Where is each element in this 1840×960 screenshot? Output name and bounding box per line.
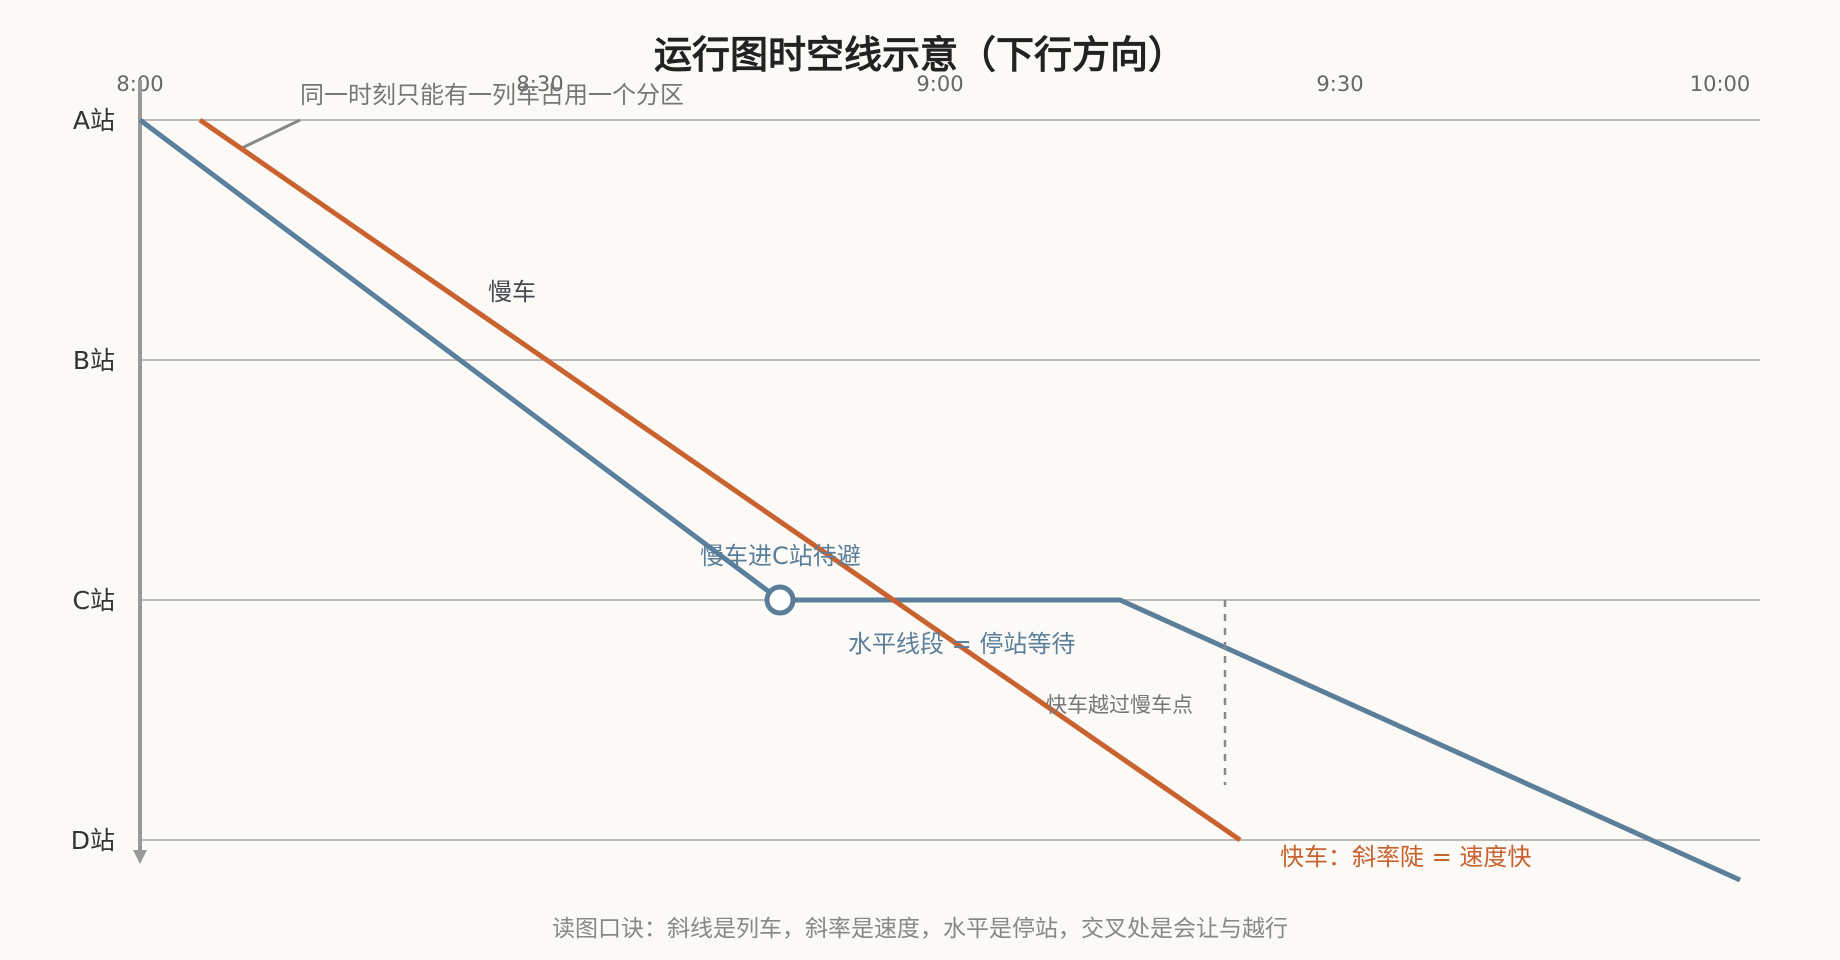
fast-train-label: 快车：斜率陡 = 速度快	[1280, 843, 1531, 871]
space-axis-arrow	[133, 850, 147, 864]
station-label-c: C站	[73, 586, 115, 615]
station-label-d: D站	[71, 826, 115, 855]
slow-train-path	[138, 118, 1742, 883]
slow-train-label: 慢车	[488, 278, 536, 306]
horizontal-annotation: 水平线段 = 停站等待	[848, 630, 1075, 658]
time-label-9-30: 9:30	[1316, 72, 1363, 96]
occupy-pointer-line	[241, 118, 301, 150]
slow-train-arrival-marker	[764, 584, 796, 616]
station-label-b: B站	[73, 346, 115, 375]
time-label-10-00: 10:00	[1690, 72, 1751, 96]
diagram-title: 运行图时空线示意（下行方向）	[654, 33, 1186, 77]
time-label-8-30: 8:30	[516, 72, 563, 96]
fast-train-path	[198, 117, 1242, 843]
station-label-a: A站	[73, 106, 115, 135]
time-label-9-00: 9:00	[916, 72, 963, 96]
footer-mnemonic: 读图口诀：斜线是列车，斜率是速度，水平是停站，交叉处是会让与越行	[552, 916, 1288, 942]
overtake-annotation: 快车越过慢车点	[1046, 693, 1193, 717]
wait-in-annotation: 慢车进C站待避	[700, 542, 861, 570]
occupy-annotation: 同一时刻只能有一列车占用一个分区	[300, 81, 684, 109]
